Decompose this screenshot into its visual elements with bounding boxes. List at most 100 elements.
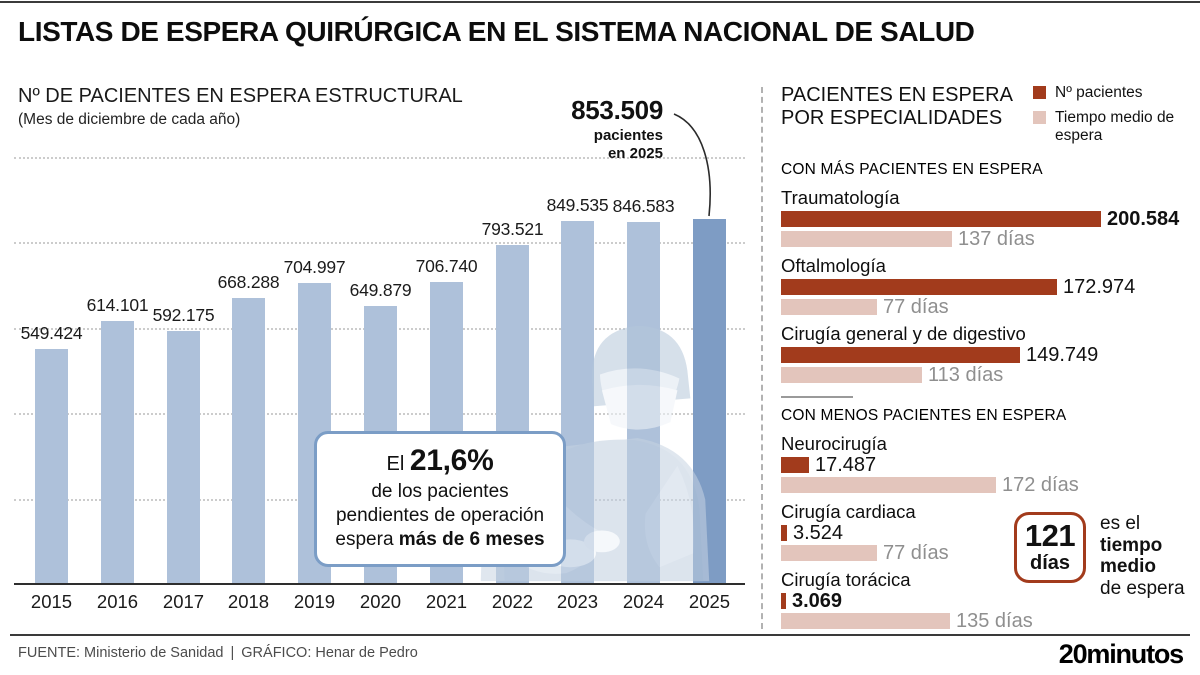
x-tick-2024: 2024	[622, 591, 665, 612]
x-axis-line	[14, 583, 745, 585]
average-wait-box: 121 días	[1014, 512, 1086, 583]
x-tick-2015: 2015	[30, 591, 73, 612]
patients-bar	[781, 211, 1101, 227]
bar-value-2019: 704.997	[283, 257, 346, 277]
days-bar	[781, 231, 952, 247]
legend-swatch-days	[1033, 111, 1046, 124]
callout-box: El 21,6% de los pacientes pendientes de …	[314, 431, 566, 567]
x-tick-2021: 2021	[425, 591, 468, 612]
patients-row: 172.974	[781, 276, 1183, 298]
average-wait-caption: es el tiempo medio de espera	[1100, 513, 1200, 599]
bar-2016	[101, 321, 134, 584]
days-value: 135 días	[956, 610, 1033, 632]
specialties-panel: PACIENTES EN ESPERA POR ESPECIALIDADES N…	[781, 84, 1183, 632]
bar-2018	[232, 298, 265, 584]
specialties-title-line2: POR ESPECIALIDADES	[781, 107, 1003, 129]
callout-line4-pre: espera	[335, 529, 399, 550]
bar-value-2020: 649.879	[349, 280, 412, 300]
days-row: 113 días	[781, 364, 1183, 386]
callout-lead: El	[386, 453, 410, 475]
bar-value-2023: 849.535	[546, 195, 609, 215]
days-row: 137 días	[781, 228, 1183, 250]
bar-value-2022: 793.521	[481, 219, 544, 239]
bar-value-2021: 706.740	[415, 256, 478, 276]
patients-value: 172.974	[1063, 276, 1136, 298]
patients-value: 17.487	[815, 454, 877, 476]
legend: Nº pacientes Tiempo medio de espera	[1033, 84, 1183, 152]
patients-value: 149.749	[1026, 344, 1099, 366]
annotation-line3: en 2025	[607, 145, 663, 162]
x-tick-2020: 2020	[359, 591, 402, 612]
annotation-2025: 853.509 pacientes en 2025	[460, 96, 663, 163]
footer-graphic-credit: GRÁFICO: Henar de Pedro	[241, 645, 418, 661]
patients-bar	[781, 525, 787, 541]
callout-line4-bold: más de 6 meses	[398, 529, 545, 550]
specialties-title-line1: PACIENTES EN ESPERA	[781, 84, 1013, 106]
x-tick-2025: 2025	[688, 591, 731, 612]
legend-label-days: Tiempo medio de espera	[1055, 109, 1175, 144]
page-title: LISTAS DE ESPERA QUIRÚRGICA EN EL SISTEM…	[18, 16, 975, 47]
top-rule	[0, 1, 1200, 3]
average-wait-caption-line4: de espera	[1100, 577, 1185, 599]
specialty-name: Oftalmología	[781, 255, 886, 276]
patients-value: 3.524	[793, 522, 844, 544]
average-wait-caption-line2: tiempo	[1100, 534, 1163, 556]
footer-source: FUENTE: Ministerio de Sanidad	[18, 645, 224, 661]
patients-bar	[781, 457, 809, 473]
specialties-header: PACIENTES EN ESPERA POR ESPECIALIDADES N…	[781, 84, 1183, 152]
specialty-name: Cirugía torácica	[781, 569, 911, 590]
annotation-connector-line	[673, 113, 711, 217]
days-value: 113 días	[928, 364, 1004, 386]
days-bar	[781, 545, 877, 561]
days-row: 77 días	[781, 543, 1183, 563]
legend-swatch-patients	[1033, 86, 1046, 99]
left-chart-subtitle: (Mes de diciembre de cada año)	[18, 111, 241, 128]
bar-value-2015: 549.424	[20, 323, 83, 343]
bar-value-2017: 592.175	[152, 305, 215, 325]
gridline-800000	[14, 242, 745, 244]
x-tick-2018: 2018	[227, 591, 270, 612]
panel-divider	[761, 87, 763, 629]
legend-item-patients: Nº pacientes	[1033, 84, 1183, 102]
x-tick-2016: 2016	[96, 591, 139, 612]
patients-bar	[781, 279, 1057, 295]
average-wait-unit: días	[1029, 552, 1071, 574]
days-value: 137 días	[958, 228, 1035, 250]
left-chart-title: Nº DE PACIENTES EN ESPERA ESTRUCTURAL	[18, 85, 463, 107]
patients-row: 149.749	[781, 344, 1183, 366]
patients-row: 3.069	[781, 590, 1183, 612]
callout-percentage: 21,6%	[409, 444, 494, 477]
x-tick-2017: 2017	[162, 591, 205, 612]
annotation-value: 853.509	[571, 95, 663, 125]
annotation-line2: pacientes	[593, 127, 663, 144]
days-bar	[781, 613, 950, 629]
average-wait-value: 121	[1024, 518, 1076, 553]
publisher-logo: 20minutos	[1058, 639, 1184, 669]
bar-value-2018: 668.288	[217, 272, 280, 292]
footer-credits: FUENTE: Ministerio de Sanidad | GRÁFICO: H…	[18, 645, 418, 661]
days-bar	[781, 477, 996, 493]
callout-line4: espera más de 6 meses	[323, 528, 557, 552]
specialty-name: Neurocirugía	[781, 433, 887, 454]
bar-value-2024: 846.583	[612, 196, 675, 216]
average-wait-caption-line1: es el	[1100, 513, 1141, 534]
legend-item-days: Tiempo medio de espera	[1033, 109, 1183, 145]
legend-label-patients: Nº pacientes	[1055, 84, 1143, 101]
specialty-name: Traumatología	[781, 187, 900, 208]
x-tick-2023: 2023	[556, 591, 599, 612]
callout-line3: pendientes de operación	[335, 505, 545, 526]
group-divider	[781, 396, 853, 398]
patients-row: 3.524	[781, 522, 1183, 544]
patients-value: 3.069	[792, 590, 843, 612]
callout-line2: de los pacientes	[371, 481, 509, 502]
days-bar	[781, 367, 922, 383]
patients-row: 17.487	[781, 454, 1183, 476]
days-value: 172 días	[1002, 474, 1079, 496]
x-tick-2022: 2022	[491, 591, 534, 612]
bar-value-2016: 614.101	[86, 295, 149, 315]
days-bar	[781, 299, 877, 315]
patients-bar	[781, 347, 1020, 363]
patients-bar	[781, 593, 786, 609]
section-label-0: CON MÁS PACIENTES EN ESPERA	[781, 161, 1043, 178]
